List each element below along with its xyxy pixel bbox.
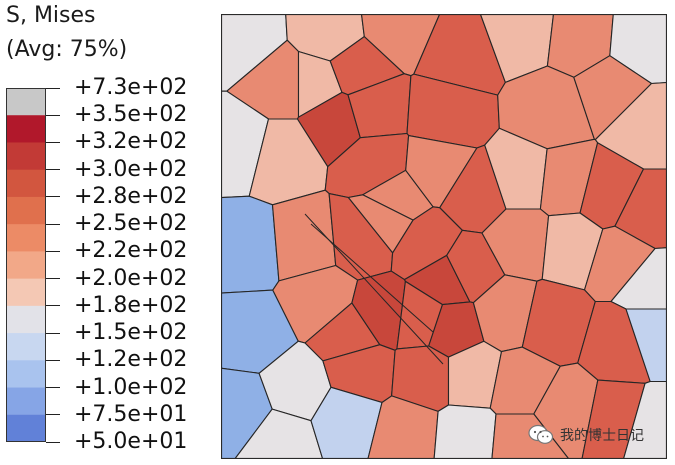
- colorbar-band: [6, 142, 46, 171]
- colorbar-tick: [46, 223, 60, 225]
- wechat-icon: [528, 424, 554, 444]
- grain-region: [271, 189, 337, 282]
- shear-band-lines: [304, 213, 444, 365]
- colorbar-tick: [46, 196, 60, 198]
- colorbar-tick: [46, 114, 60, 116]
- watermark: 我的博士日记: [528, 422, 644, 448]
- colorbar-band: [6, 333, 46, 361]
- colorbar-band: [6, 196, 46, 225]
- colorbar-band: [6, 88, 46, 116]
- mesh-outline: [221, 14, 667, 459]
- colorbar-tick-label: +7.5e+01: [74, 401, 188, 427]
- colorbar-band: [6, 360, 46, 389]
- colorbar-tick: [46, 305, 60, 307]
- colorbar-band: [6, 251, 46, 280]
- legend-title-averaging: (Avg: 75%): [6, 37, 128, 62]
- colorbar-tick-label: +1.0e+02: [74, 374, 188, 400]
- colorbar-band: [6, 169, 46, 198]
- colorbar-tick: [46, 414, 60, 416]
- shear-band-line: [310, 223, 434, 333]
- colorbar-tick: [46, 441, 60, 443]
- colorbar-tick-label: +3.2e+02: [74, 129, 188, 155]
- colorbar-tick-label: +7.3e+02: [74, 75, 188, 100]
- colorbar-frame: [6, 88, 46, 442]
- legend-title-variable: S, Mises: [6, 3, 96, 28]
- mises-stress-contour-plot: [221, 14, 667, 459]
- watermark-text: 我的博士日记: [560, 428, 644, 444]
- colorbar-tick: [46, 87, 60, 89]
- colorbar-tick-label: +5.0e+01: [74, 429, 188, 454]
- colorbar-tick-label: +3.5e+02: [74, 102, 188, 128]
- colorbar-band: [6, 224, 46, 252]
- colorbar-tick-label: +2.0e+02: [74, 265, 188, 291]
- colorbar-tick-label: +1.5e+02: [74, 320, 188, 346]
- colorbar-tick-label: +1.8e+02: [74, 292, 188, 318]
- colorbar-tick-label: +2.2e+02: [74, 238, 188, 264]
- colorbar-tick: [46, 387, 60, 389]
- colorbar-tick: [46, 332, 60, 334]
- colorbar-tick: [46, 278, 60, 280]
- colorbar-band: [6, 414, 46, 442]
- grain-region: [622, 380, 667, 459]
- colorbar-tick: [46, 169, 60, 171]
- contour-legend-labels: +7.3e+02 +3.5e+02 +3.2e+02 +3.0e+02 +2.8e+02…: [0, 0, 220, 465]
- contour-legend-colorbar: [6, 88, 46, 442]
- colorbar-tick: [46, 250, 60, 252]
- colorbar-tick: [46, 141, 60, 143]
- colorbar-band: [6, 115, 46, 144]
- colorbar-band: [6, 278, 46, 307]
- grain-region-group: [221, 14, 667, 459]
- colorbar-tick: [46, 359, 60, 361]
- grain-region: [221, 195, 280, 294]
- grain-region: [433, 404, 497, 459]
- colorbar-tick-label: +2.5e+02: [74, 211, 188, 237]
- colorbar-tick-label: +3.0e+02: [74, 156, 188, 182]
- colorbar-tick-label: +1.2e+02: [74, 347, 188, 373]
- colorbar-band: [6, 305, 46, 334]
- colorbar-band: [6, 387, 46, 416]
- colorbar-tick-label: +2.8e+02: [74, 183, 188, 209]
